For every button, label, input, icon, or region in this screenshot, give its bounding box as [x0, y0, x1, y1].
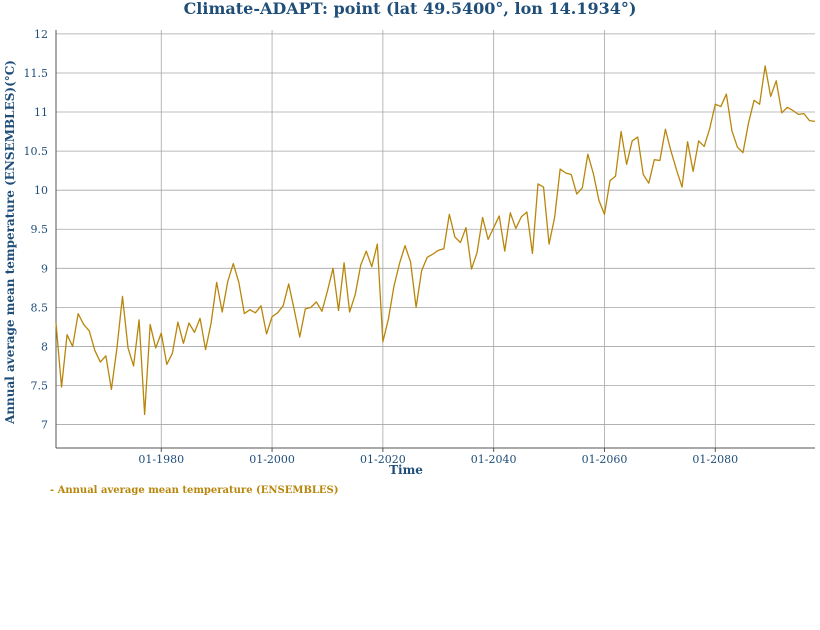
gridlines: [56, 30, 815, 448]
y-tick-label: 9: [41, 262, 48, 275]
y-tick-label: 12: [34, 28, 48, 41]
y-axis-label: Annual average mean temperature (ENSEMBL…: [3, 60, 17, 425]
y-tick-labels: 7 7.5 8 8.5 9 9.5 10 10.5 11 11.5 12: [24, 28, 49, 432]
x-tick-label: 01-2000: [249, 453, 295, 466]
legend-entry: - Annual average mean temperature (ENSEM…: [50, 485, 339, 496]
axes: [55, 30, 815, 452]
x-tick-label: 01-2020: [360, 453, 406, 466]
y-tick-label: 7.5: [31, 379, 49, 392]
y-tick-label: 8: [41, 340, 48, 353]
x-tick-labels: 01-1980 01-2000 01-2020 01-2040 01-2060 01-20…: [138, 453, 738, 466]
y-tick-label: 8.5: [31, 301, 49, 314]
y-tick-label: 9.5: [31, 223, 49, 236]
x-tick-label: 01-1980: [138, 453, 184, 466]
chart-title: Climate-ADAPT: point (lat 49.5400°, lon …: [183, 0, 637, 18]
y-tick-label: 7: [41, 419, 48, 432]
y-tick-label: 10: [34, 184, 48, 197]
y-tick-label: 10.5: [24, 145, 49, 158]
series-layer: [55, 65, 816, 416]
x-axis-label: Time: [389, 463, 423, 477]
series-line: [55, 65, 816, 416]
x-tick-label: 01-2060: [582, 453, 628, 466]
x-tick-label: 01-2040: [471, 453, 517, 466]
y-tick-label: 11.5: [24, 67, 49, 80]
x-tick-label: 01-2080: [692, 453, 738, 466]
y-tick-label: 11: [34, 106, 48, 119]
